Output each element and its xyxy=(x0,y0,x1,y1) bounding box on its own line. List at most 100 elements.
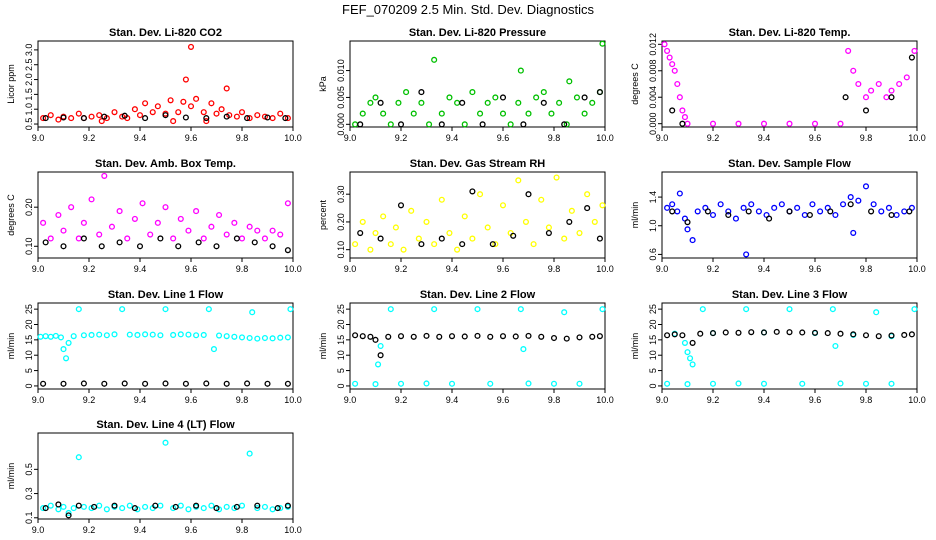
x-tick-label: 9.0 xyxy=(32,525,45,535)
x-tick-label: 9.6 xyxy=(497,395,510,405)
chart-title: Stan. Dev. Amb. Box Temp. xyxy=(95,158,236,170)
x-tick-label: 9.8 xyxy=(860,395,873,405)
data-point-reference xyxy=(195,239,202,246)
data-point-main xyxy=(530,241,537,248)
data-point-main xyxy=(88,196,95,203)
data-point-reference xyxy=(811,329,819,336)
data-point-reference xyxy=(563,335,570,342)
data-point-main xyxy=(126,502,133,509)
data-point-main xyxy=(839,201,847,208)
data-point-main xyxy=(352,121,359,128)
data-point-main xyxy=(223,503,230,510)
data-point-main xyxy=(893,211,900,219)
chart-title: Stan. Dev. Line 2 Flow xyxy=(420,289,536,301)
data-point-main xyxy=(387,241,394,248)
data-point-main xyxy=(568,207,575,214)
data-point-main xyxy=(661,41,668,48)
data-point-main xyxy=(223,333,230,340)
data-point-main xyxy=(65,509,72,516)
x-tick-label: 10.0 xyxy=(596,133,614,143)
data-point-main xyxy=(694,208,701,215)
data-point-main xyxy=(469,89,476,96)
x-tick-label: 9.0 xyxy=(32,264,45,274)
data-point-main xyxy=(903,74,910,81)
data-point-main xyxy=(261,235,269,242)
data-point-main xyxy=(193,208,200,215)
data-point-reference xyxy=(101,113,108,120)
x-tick-label: 9.4 xyxy=(758,264,771,274)
data-point-reference xyxy=(80,235,87,242)
x-tick-label: 9.4 xyxy=(446,133,459,143)
data-point-main xyxy=(223,85,230,92)
y-tick-label: 0.5 xyxy=(24,463,34,476)
data-point-main xyxy=(446,94,453,101)
chart-panel-5: Stan. Dev. Gas Stream RH 9.0 9.2 9.4 9.6 9.8 1… xyxy=(318,158,614,274)
data-point-reference xyxy=(131,505,138,512)
data-point-main xyxy=(553,174,560,181)
data-point-main xyxy=(162,306,169,313)
data-point-reference xyxy=(684,219,691,226)
x-tick-label: 9.2 xyxy=(83,395,96,405)
data-point-reference xyxy=(479,121,486,128)
data-point-reference xyxy=(436,333,443,340)
chart-panel-10: Stan. Dev. Line 4 (LT) Flow 9.0 9.2 9.4 9.6 9… xyxy=(6,419,302,535)
x-tick-label: 9.0 xyxy=(32,395,45,405)
data-point-reference xyxy=(689,339,696,346)
data-point-reference xyxy=(908,331,915,338)
data-point-reference xyxy=(213,505,220,512)
data-point-main xyxy=(142,331,149,338)
data-point-reference xyxy=(254,502,261,509)
data-point-main xyxy=(261,503,269,510)
data-point-main xyxy=(686,355,694,362)
data-point-main xyxy=(548,110,555,117)
data-point-reference xyxy=(372,336,379,343)
y-tick-label: 25 xyxy=(648,304,658,314)
data-point-reference xyxy=(162,380,169,387)
data-point-main xyxy=(233,113,240,120)
data-point-main xyxy=(126,331,133,338)
data-point-reference xyxy=(213,243,220,250)
data-point-main xyxy=(476,191,484,198)
data-point-main xyxy=(96,502,103,509)
x-tick-label: 9.8 xyxy=(860,133,873,143)
data-point-main xyxy=(57,334,64,341)
data-point-main xyxy=(786,120,793,127)
data-point-main xyxy=(208,100,215,107)
data-point-main xyxy=(101,172,108,179)
data-point-reference xyxy=(704,208,711,215)
data-point-reference xyxy=(152,502,159,509)
data-point-main xyxy=(403,89,410,96)
data-point-reference xyxy=(824,330,831,337)
y-tick-label: 20 xyxy=(24,319,34,329)
data-point-main xyxy=(725,208,732,215)
data-point-reference xyxy=(80,115,87,122)
data-point-main xyxy=(400,246,407,253)
data-point-main xyxy=(573,94,580,101)
data-point-reference xyxy=(42,239,49,246)
data-point-reference xyxy=(60,243,67,250)
x-tick-label: 9.4 xyxy=(134,525,147,535)
data-point-reference xyxy=(101,380,108,387)
y-tick-label: 2.0 xyxy=(24,73,34,86)
data-point-reference xyxy=(142,380,149,387)
data-point-main xyxy=(287,306,294,313)
data-point-main xyxy=(533,94,540,101)
data-point-main xyxy=(709,211,717,219)
x-tick-label: 9.0 xyxy=(656,395,669,405)
data-point-main xyxy=(277,231,284,238)
data-point-main xyxy=(454,246,461,253)
data-point-reference xyxy=(862,332,870,339)
data-point-reference xyxy=(251,239,258,246)
y-tick-label: 0.012 xyxy=(648,33,658,56)
data-point-main xyxy=(154,219,161,226)
data-point-main xyxy=(187,43,195,50)
x-tick-label: 10.0 xyxy=(596,395,614,405)
data-point-reference xyxy=(352,332,359,339)
x-tick-label: 9.6 xyxy=(809,264,822,274)
data-point-reference xyxy=(203,115,210,122)
data-point-main xyxy=(185,227,192,234)
data-point-main xyxy=(149,109,156,116)
data-point-reference xyxy=(438,235,445,242)
data-point-main xyxy=(799,380,806,387)
data-point-main xyxy=(484,224,491,231)
